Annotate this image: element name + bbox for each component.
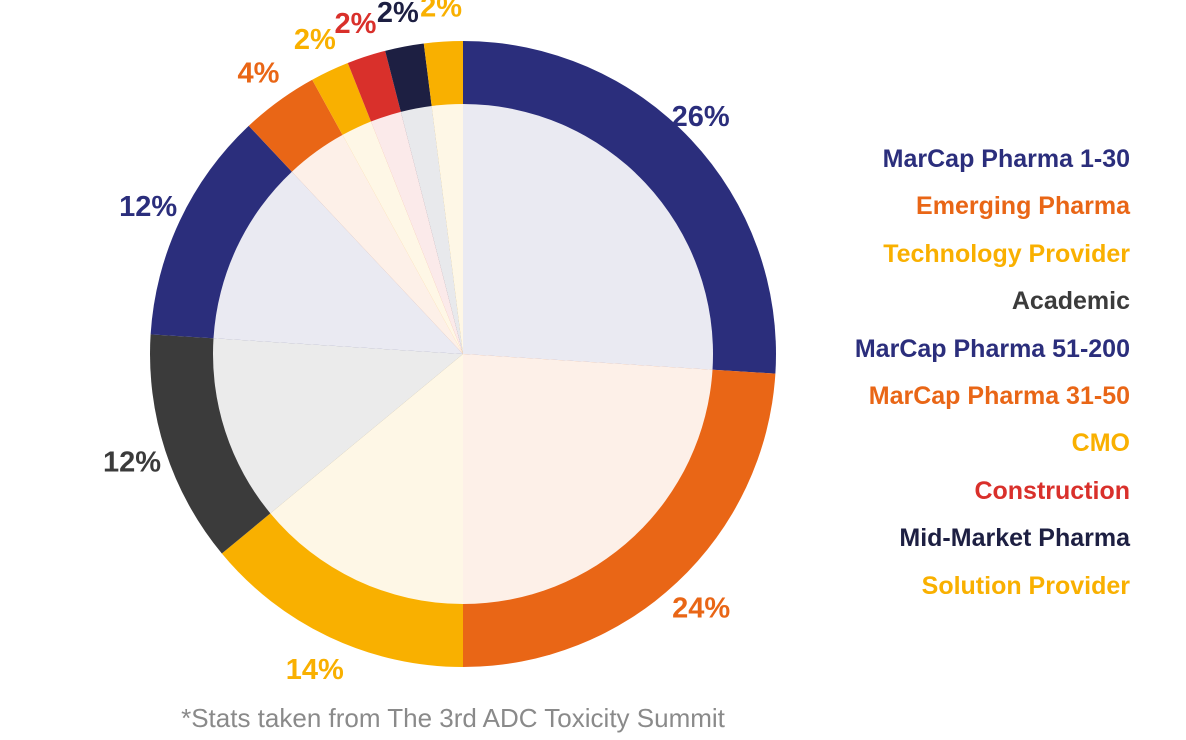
slice-fill-solution-provider (431, 104, 463, 354)
slice-label: 2% (294, 24, 336, 56)
legend-item: MarCap Pharma 1-30 (882, 145, 1130, 173)
donut-chart: 26%24%14%12%12%4%2%2% 2% 2% (103, 0, 776, 686)
slice-fill-construction (370, 111, 463, 354)
slice-fill-academic (212, 338, 463, 514)
slice-fill-mid-market-pharma (400, 105, 463, 354)
legend-item: MarCap Pharma 31-50 (868, 382, 1130, 411)
slice-fill-technology-provider (270, 354, 463, 604)
slice-fill-cmo (342, 121, 463, 354)
legend-item: Construction (974, 476, 1130, 505)
legend-item: Emerging Pharma (916, 192, 1130, 221)
slice-fill-marcap-pharma-31-50 (291, 134, 463, 354)
slice-label: 14% (286, 654, 344, 686)
legend: MarCap Pharma 1-30 Emerging Pharma Technol… (855, 136, 1130, 610)
legend-item: Academic (1011, 287, 1130, 316)
footnote: *Stats taken from The 3rd ADC Toxicity S… (181, 703, 725, 733)
legend-item: Mid-Market Pharma (899, 524, 1130, 553)
slice-label: 4% (238, 58, 280, 90)
slice-label: 2% (377, 0, 419, 29)
legend-item: MarCap Pharma 51-200 (854, 334, 1130, 363)
slice-label: 2% (335, 8, 377, 40)
slice-label: 12% (103, 447, 161, 479)
slice-fill-marcap-pharma-1-30 (463, 104, 714, 370)
slice-fill-emerging-pharma (463, 354, 713, 604)
legend-item: Solution Provider (921, 571, 1130, 600)
slice-fill-marcap-pharma-51-200 (213, 171, 463, 354)
slice-label: 26% (672, 101, 730, 133)
legend-item: CMO (1071, 429, 1130, 458)
slice-label: 12% (119, 191, 177, 223)
slice-label: 2% (420, 0, 462, 24)
slice-label: 24% (672, 593, 730, 625)
legend-item: Technology Provider (883, 239, 1130, 268)
